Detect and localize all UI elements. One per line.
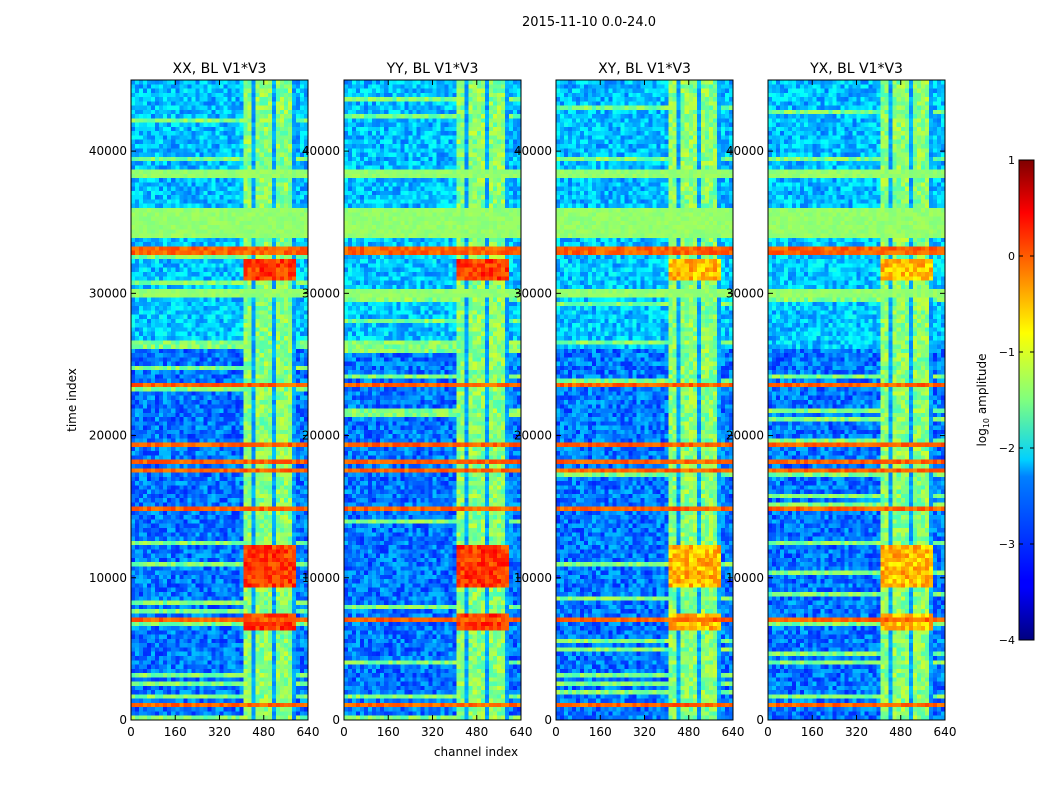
heatmap-image-3: [768, 80, 945, 720]
colorbar-tick-label: −4: [999, 634, 1015, 647]
colorbar: 1 0 −1 −2 −3 −4 log10 amplitude: [975, 154, 1035, 647]
y-tick-label: 10000: [89, 571, 127, 585]
x-tick-label: 320: [208, 725, 231, 739]
heatmap-image-0: [131, 80, 308, 720]
y-tick-label: 0: [756, 713, 764, 727]
y-tick-label: 30000: [302, 286, 340, 300]
y-tick-label: 40000: [514, 144, 552, 158]
y-tick-label: 20000: [89, 429, 127, 443]
x-tick-label: 320: [421, 725, 444, 739]
y-tick-label: 30000: [89, 286, 127, 300]
x-tick-label: 480: [677, 725, 700, 739]
y-tick-label: 0: [119, 713, 127, 727]
panel-1: YY, BL V1*V3 0 160 320 480 640 0 10000 20000 3000…: [302, 61, 533, 739]
y-tick-label: 40000: [302, 144, 340, 158]
y-tick-label: 0: [332, 713, 340, 727]
panel-title-0: XX, BL V1*V3: [173, 61, 267, 77]
x-tick-label: 0: [340, 725, 348, 739]
colorbar-tick-label: 0: [1008, 250, 1015, 263]
colorbar-gradient: [1018, 159, 1035, 641]
colorbar-tick-label: −1: [999, 346, 1015, 359]
x-tick-label: 160: [377, 725, 400, 739]
colorbar-tick-label: 1: [1008, 154, 1015, 167]
panel-2: XY, BL V1*V3 0 160 320 480 640 0 10000 20000 3000…: [514, 61, 745, 739]
panel-title-3: YX, BL V1*V3: [809, 61, 903, 77]
heatmap-image-1: [344, 80, 521, 720]
panel-title-1: YY, BL V1*V3: [386, 61, 479, 77]
y-tick-label: 10000: [514, 571, 552, 585]
x-tick-label: 0: [552, 725, 560, 739]
y-tick-label: 30000: [726, 286, 764, 300]
panel-title-2: XY, BL V1*V3: [598, 61, 691, 77]
x-tick-label: 0: [764, 725, 772, 739]
y-tick-label: 20000: [302, 429, 340, 443]
x-tick-label: 480: [889, 725, 912, 739]
x-tick-label: 320: [845, 725, 868, 739]
x-tick-label: 160: [164, 725, 187, 739]
colorbar-tick-label: −3: [999, 538, 1015, 551]
colorbar-label: log10 amplitude: [975, 354, 991, 447]
x-tick-label: 0: [127, 725, 135, 739]
y-tick-label: 40000: [726, 144, 764, 158]
x-tick-label: 320: [633, 725, 656, 739]
x-tick-label: 640: [297, 725, 320, 739]
x-tick-label: 480: [465, 725, 488, 739]
panel-3: YX, BL V1*V3 0 160 320 480 640 0 10000 20000 3000…: [726, 61, 957, 739]
panel-0: XX, BL V1*V3 0 160 320 480 640 0 10000 20000 3000…: [89, 61, 320, 739]
y-axis-label: time index: [65, 368, 79, 432]
x-tick-label: 640: [722, 725, 745, 739]
x-tick-label: 160: [589, 725, 612, 739]
figure-suptitle: 2015-11-10 0.0-24.0: [522, 15, 656, 30]
heatmap-image-2: [556, 80, 733, 720]
y-tick-label: 10000: [302, 571, 340, 585]
x-axis-label: channel index: [434, 745, 518, 759]
y-tick-label: 30000: [514, 286, 552, 300]
y-tick-label: 20000: [514, 429, 552, 443]
x-tick-label: 160: [801, 725, 824, 739]
panels: XX, BL V1*V3 0 160 320 480 640 0 10000 20000 3000…: [89, 61, 957, 739]
y-tick-label: 10000: [726, 571, 764, 585]
y-tick-label: 20000: [726, 429, 764, 443]
y-tick-label: 40000: [89, 144, 127, 158]
y-tick-label: 0: [544, 713, 552, 727]
x-tick-label: 640: [510, 725, 533, 739]
colorbar-tick-label: −2: [999, 442, 1015, 455]
x-tick-label: 480: [252, 725, 275, 739]
x-tick-label: 640: [934, 725, 957, 739]
